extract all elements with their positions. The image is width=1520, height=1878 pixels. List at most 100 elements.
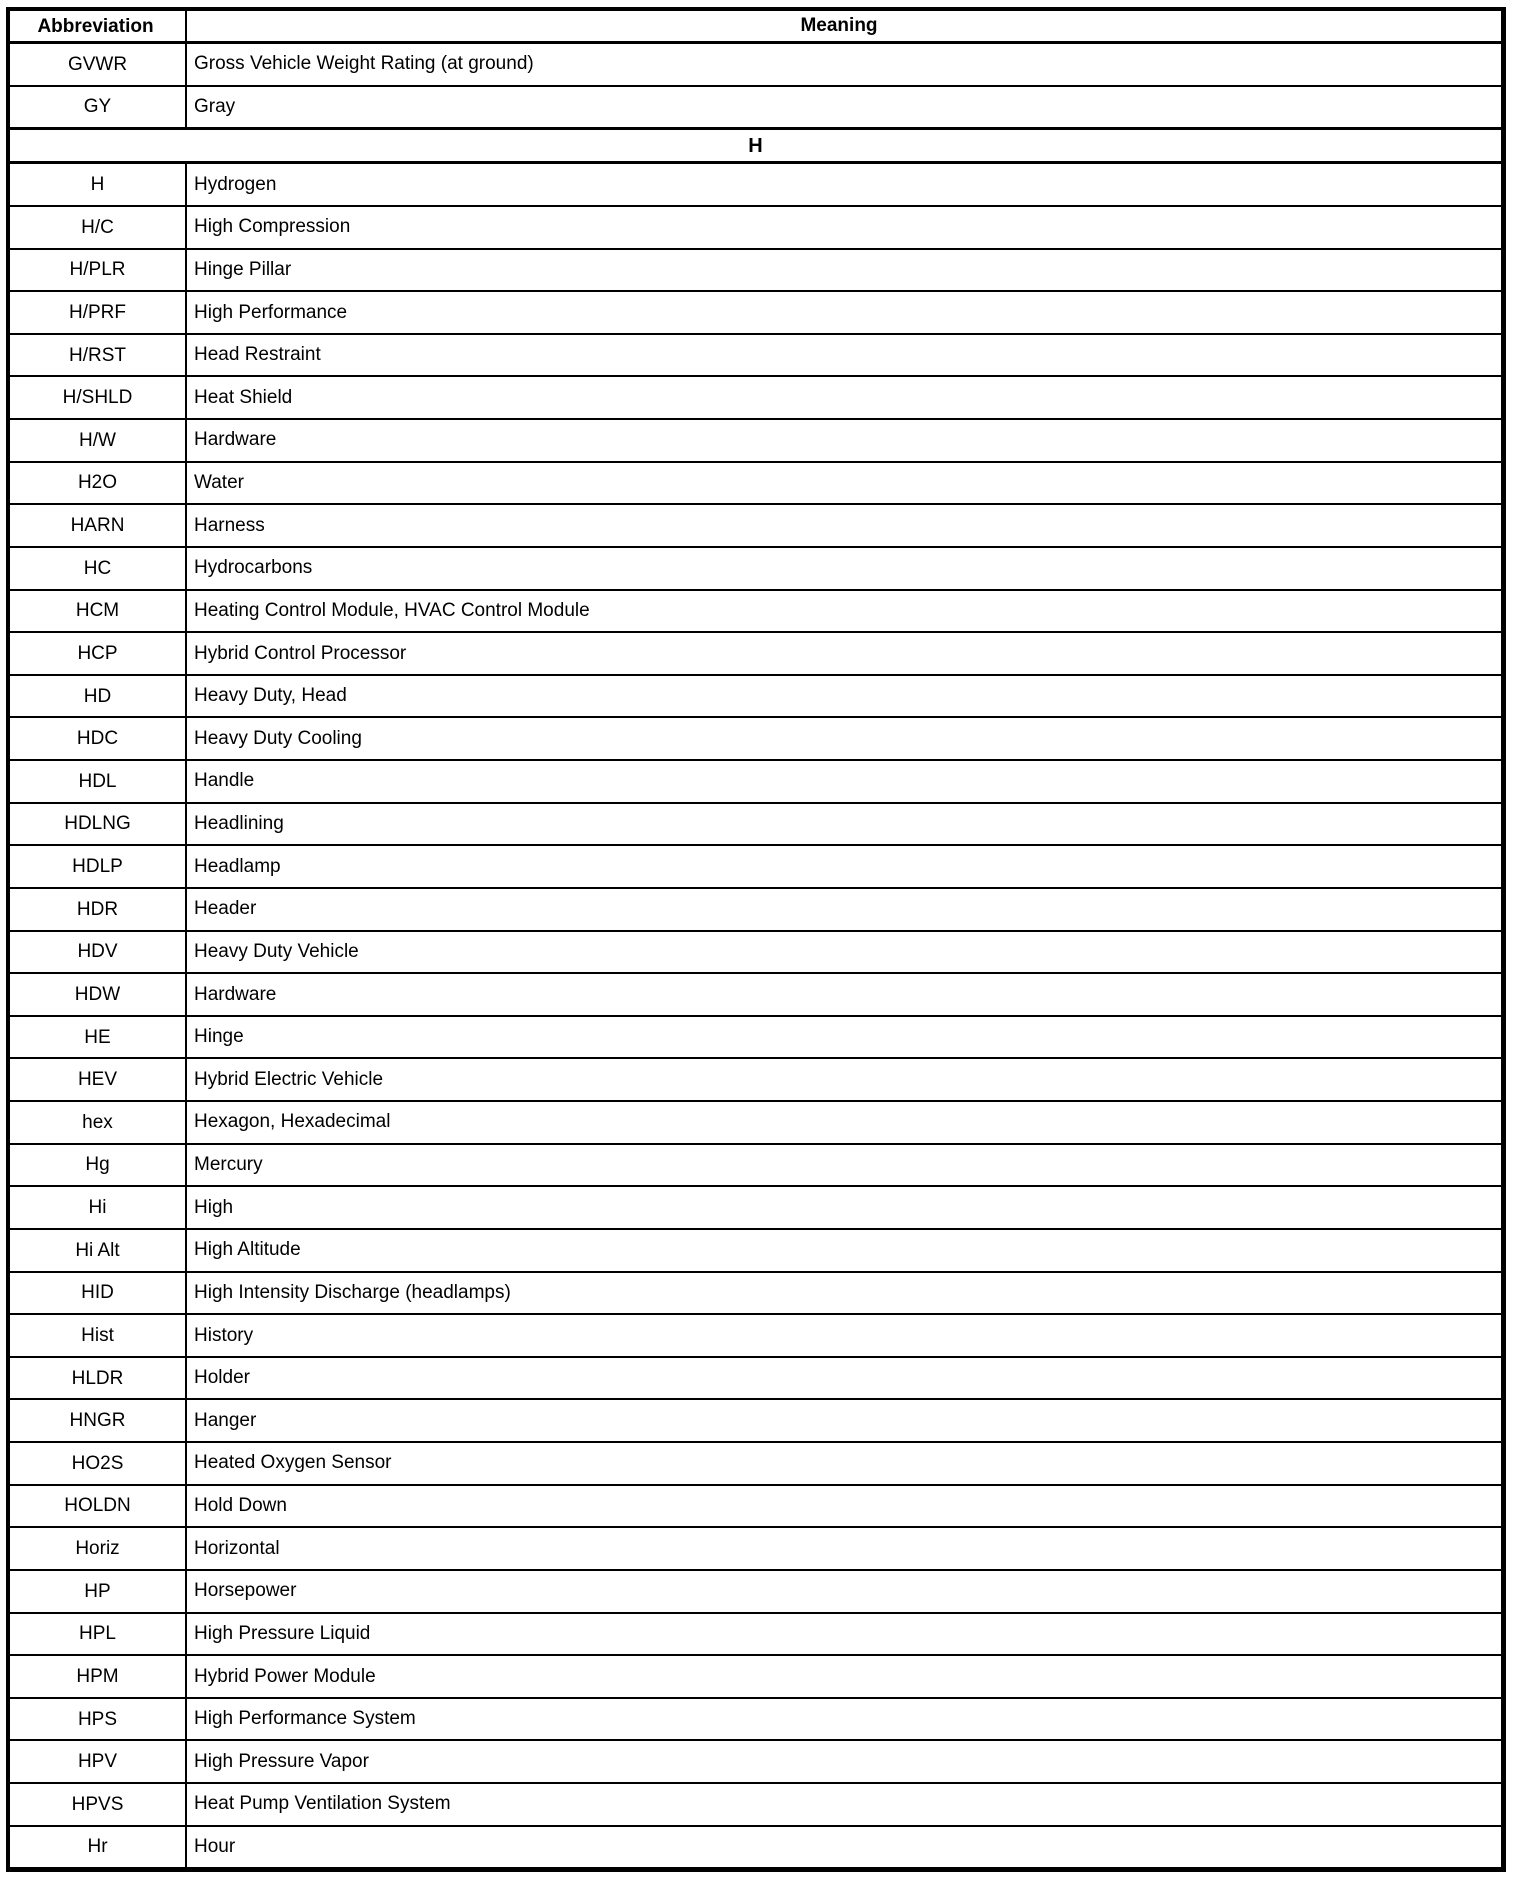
table-row: HPS High Performance System [10, 1696, 1501, 1740]
table-row: H2O Water [10, 460, 1501, 504]
meaning-cell: Hinge [194, 1026, 244, 1048]
meaning-cell: Hold Down [194, 1495, 287, 1517]
meaning-cell: Horizontal [194, 1537, 280, 1559]
meaning-cell: Hardware [194, 983, 277, 1005]
meaning-cell: Head Restraint [194, 344, 321, 366]
abbreviation-cell: HEV [10, 1059, 187, 1100]
meaning-cell: Hydrocarbons [194, 557, 313, 579]
table-row: HD Heavy Duty, Head [10, 673, 1501, 717]
table-row: HDC Heavy Duty Cooling [10, 716, 1501, 759]
abbreviation-cell: Hi Alt [10, 1229, 187, 1271]
meaning-cell: Hardware [194, 429, 277, 451]
meaning-cell: High Compression [194, 216, 351, 238]
meaning-cell: Handle [194, 770, 255, 792]
abbreviation-cell: GVWR [10, 44, 187, 85]
meaning-cell: Mercury [194, 1154, 263, 1176]
table-row: Horiz Horizontal [10, 1526, 1501, 1569]
meaning-cell: Hybrid Electric Vehicle [194, 1068, 384, 1090]
abbreviation-cell: Hr [10, 1826, 187, 1868]
abbreviation-table: Abbreviation Meaning GVWR Gross Vehicle … [6, 7, 1506, 1872]
abbreviation-cell: H/W [10, 420, 187, 461]
table-row: GVWR Gross Vehicle Weight Rating (at gro… [10, 42, 1501, 85]
abbreviation-cell: HO2S [10, 1443, 187, 1484]
table-row: HPV High Pressure Vapor [10, 1739, 1501, 1782]
table-row: HDLP Headlamp [10, 844, 1501, 887]
table-row: H/PRF High Performance [10, 290, 1501, 333]
meaning-cell: High Performance [194, 301, 348, 323]
meaning-cell: Hexagon, Hexadecimal [194, 1111, 391, 1133]
abbreviation-cell: hex [10, 1102, 187, 1143]
meaning-cell: High [194, 1196, 234, 1218]
meaning-cell: High Altitude [194, 1239, 301, 1261]
table-row: HC Hydrocarbons [10, 545, 1501, 589]
table-row: HPL High Pressure Liquid [10, 1611, 1501, 1655]
meaning-cell: Header [194, 898, 257, 920]
abbreviation-cell: HLDR [10, 1357, 187, 1399]
meaning-cell: Headlining [194, 813, 284, 835]
meaning-cell: Heavy Duty Vehicle [194, 940, 359, 962]
abbreviation-cell: HPVS [10, 1784, 187, 1825]
meaning-cell: Hybrid Control Processor [194, 642, 407, 664]
table-row: hex Hexagon, Hexadecimal [10, 1100, 1501, 1143]
abbreviation-cell: Hist [10, 1315, 187, 1356]
table-row: HOLDN Hold Down [10, 1483, 1501, 1527]
abbreviation-cell: HDLNG [10, 803, 187, 845]
meaning-cell: Hybrid Power Module [194, 1665, 376, 1687]
meaning-cell: Hour [194, 1836, 236, 1858]
meaning-cell: Heavy Duty Cooling [194, 727, 362, 749]
table-row: H/C High Compression [10, 204, 1501, 248]
meaning-cell: Heating Control Module, HVAC Control Mod… [194, 599, 590, 621]
meaning-cell: Hanger [194, 1409, 257, 1431]
meaning-cell: Headlamp [194, 855, 281, 877]
meaning-cell: Gray [194, 96, 236, 118]
abbreviation-cell: H/PLR [10, 249, 187, 291]
abbreviation-cell: HDC [10, 718, 187, 759]
column-header-abbreviation: Abbreviation [10, 11, 187, 41]
abbreviation-cell: Horiz [10, 1528, 187, 1569]
table-row: HDR Header [10, 886, 1501, 930]
table-row: HO2S Heated Oxygen Sensor [10, 1441, 1501, 1484]
table-row: HNGR Hanger [10, 1398, 1501, 1441]
meaning-cell: Water [194, 472, 244, 494]
abbreviation-cell: H2O [10, 462, 187, 504]
table-row: HP Horsepower [10, 1568, 1501, 1612]
abbreviation-cell: HD [10, 675, 187, 717]
meaning-cell: Hydrogen [194, 173, 277, 195]
meaning-cell: Heavy Duty, Head [194, 685, 347, 707]
abbreviation-cell: HE [10, 1016, 187, 1058]
table-row: H Hydrogen [10, 164, 1501, 205]
abbreviation-cell: HDV [10, 931, 187, 973]
abbreviation-cell: HID [10, 1272, 187, 1314]
column-header-meaning: Meaning [800, 15, 878, 37]
table-row: HARN Harness [10, 503, 1501, 546]
abbreviation-cell: HOLDN [10, 1485, 187, 1527]
table-row: Hi High [10, 1185, 1501, 1228]
abbreviation-cell: HP [10, 1570, 187, 1612]
meaning-cell: High Intensity Discharge (headlamps) [194, 1281, 511, 1303]
abbreviation-cell: HDLP [10, 846, 187, 887]
section-header-row: H [10, 127, 1501, 165]
abbreviation-cell: H/RST [10, 334, 187, 376]
abbreviation-cell: HARN [10, 505, 187, 546]
table-row: HPM Hybrid Power Module [10, 1654, 1501, 1697]
meaning-cell: Horsepower [194, 1580, 297, 1602]
table-row: HID High Intensity Discharge (headlamps) [10, 1270, 1501, 1314]
table-row: HDLNG Headlining [10, 801, 1501, 845]
table-row: HE Hinge [10, 1014, 1501, 1058]
table-row: H/RST Head Restraint [10, 332, 1501, 376]
abbreviation-cell: HPM [10, 1656, 187, 1697]
table-row: GY Gray [10, 84, 1501, 128]
abbreviation-cell: H/SHLD [10, 377, 187, 418]
abbreviation-cell: GY [10, 86, 187, 128]
table-row: HCM Heating Control Module, HVAC Control… [10, 588, 1501, 632]
meaning-cell: Harness [194, 514, 265, 536]
abbreviation-cell: Hi [10, 1187, 187, 1228]
table-row: Hist History [10, 1313, 1501, 1356]
table-row: H/SHLD Heat Shield [10, 375, 1501, 418]
table-row: Hg Mercury [10, 1142, 1501, 1186]
meaning-cell: History [194, 1324, 254, 1346]
meaning-cell: Hinge Pillar [194, 258, 292, 280]
abbreviation-cell: HCM [10, 590, 187, 632]
meaning-cell: High Pressure Liquid [194, 1622, 371, 1644]
meaning-cell: Heat Shield [194, 386, 293, 408]
